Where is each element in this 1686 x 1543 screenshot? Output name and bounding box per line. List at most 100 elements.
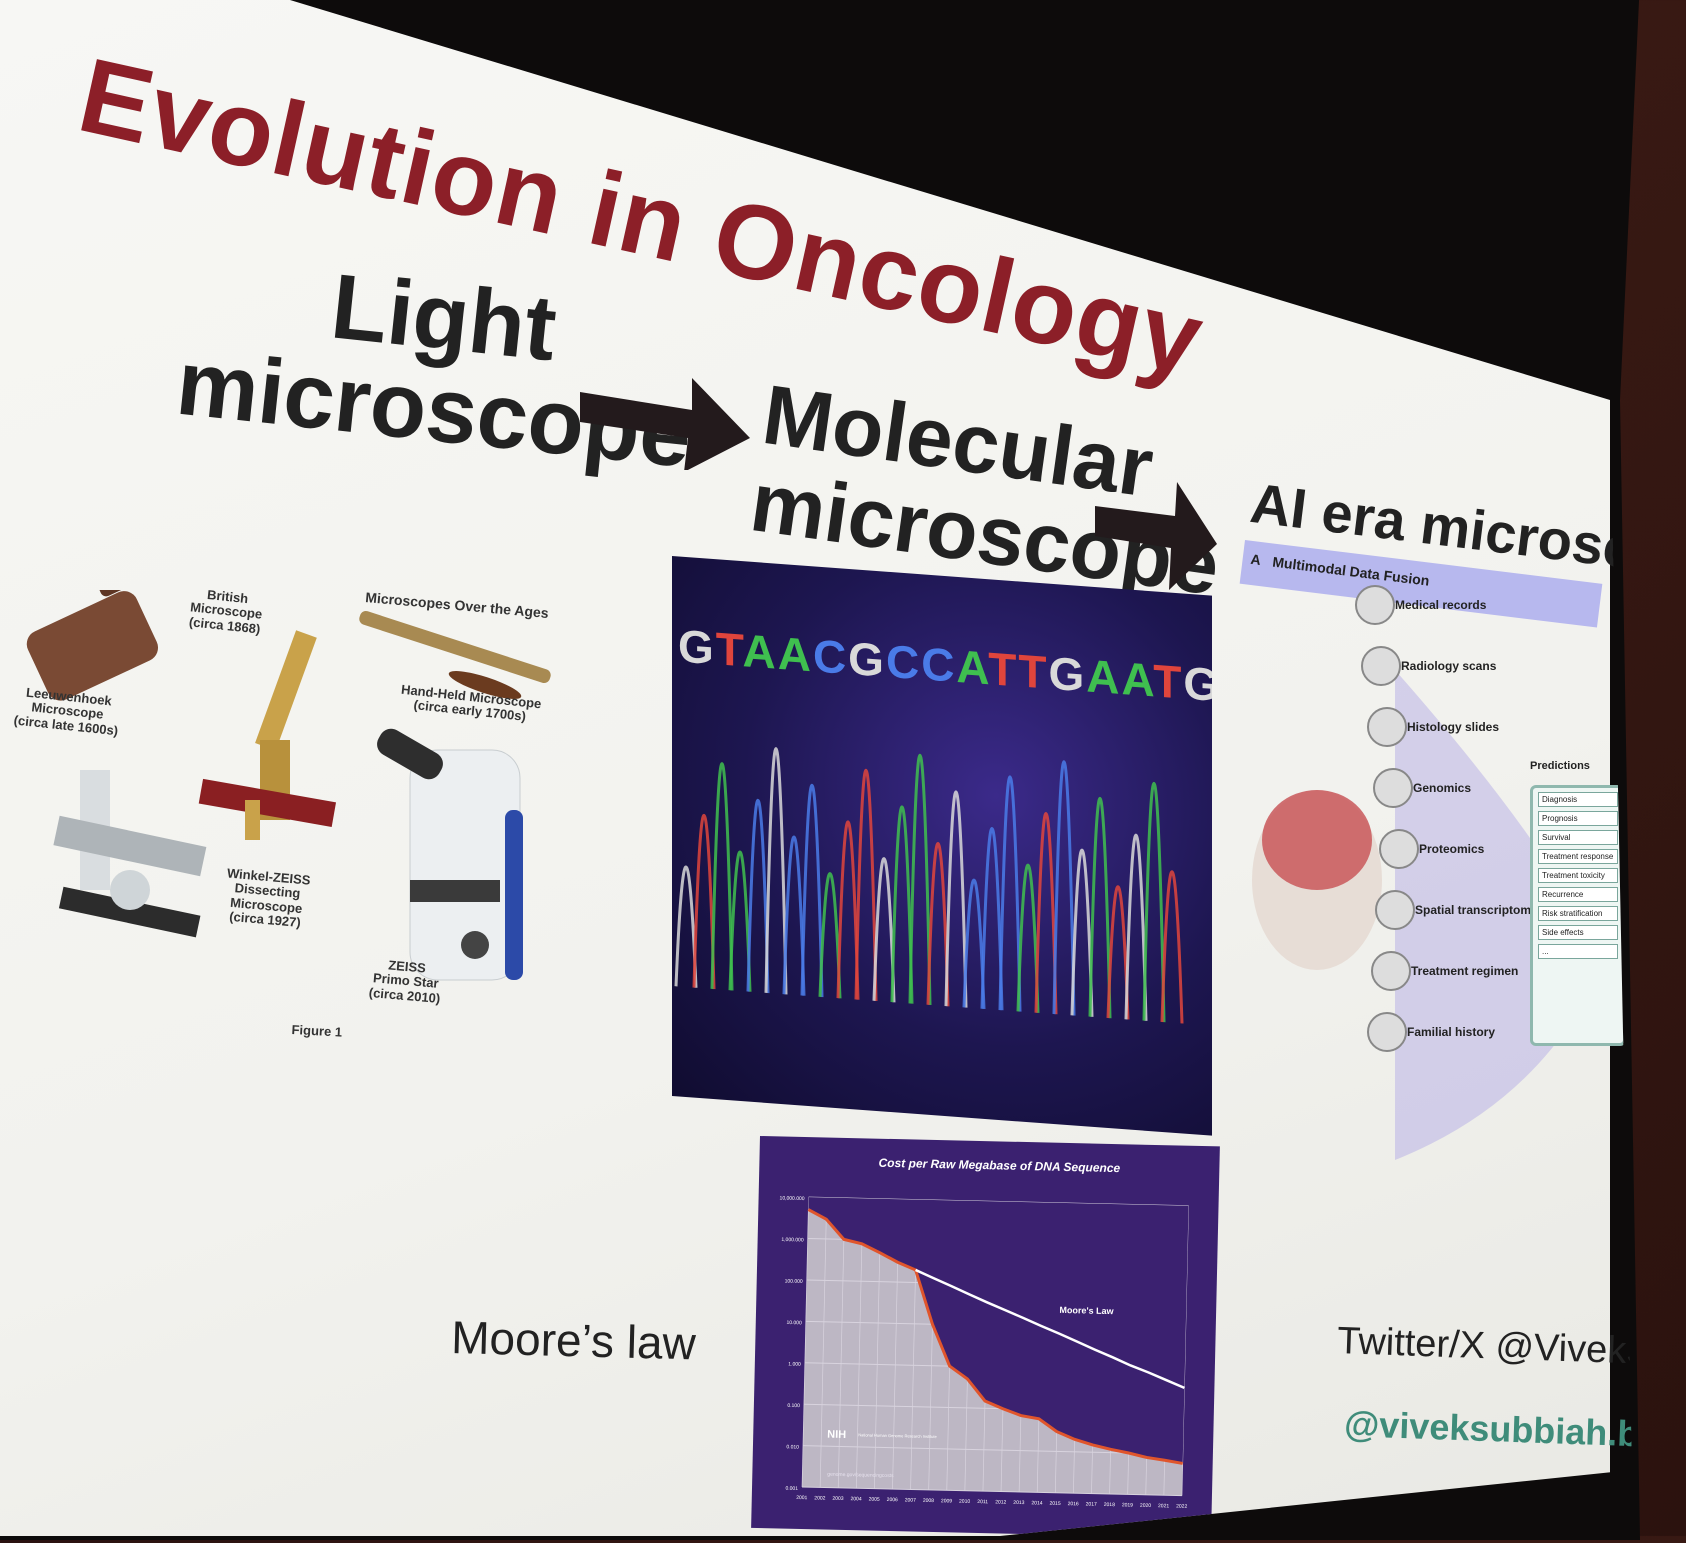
microscope-illustrations xyxy=(26,562,551,981)
chromatogram-peak xyxy=(800,783,824,998)
base-letter: T xyxy=(988,642,1019,697)
base-letter: C xyxy=(812,629,849,684)
chromatogram-peak xyxy=(782,835,806,996)
label-winkel-zeiss: Winkel-ZEISS Dissecting Microscope (circ… xyxy=(226,865,312,930)
prediction-item: Prognosis xyxy=(1538,811,1618,826)
chromatogram-peak xyxy=(1070,848,1094,1017)
chromatogram-peak xyxy=(1142,781,1166,1023)
prediction-item: Treatment response xyxy=(1538,849,1618,864)
x-tick-label: 2006 xyxy=(887,1497,898,1503)
y-tick-label: 100.000 xyxy=(785,1278,803,1284)
chromatogram-peak xyxy=(710,762,734,991)
chromatogram-peak xyxy=(1160,870,1184,1024)
cost-chart-svg: Cost per Raw Megabase of DNA Sequence 10,… xyxy=(779,1156,1189,1510)
base-letter: T xyxy=(1018,644,1049,699)
prediction-item: Risk stratification xyxy=(1538,906,1618,921)
gridline xyxy=(802,1486,1182,1497)
predictions-title: Predictions xyxy=(1530,760,1590,772)
arrow-right-icon xyxy=(580,378,750,470)
x-tick-label: 2001 xyxy=(796,1495,807,1501)
x-tick-label: 2003 xyxy=(832,1496,843,1502)
chromatogram-peak xyxy=(908,753,932,1006)
chromatogram-peak xyxy=(1106,885,1130,1020)
input-item: Spatial transcriptomics xyxy=(1415,903,1548,917)
nih-logo: NIH xyxy=(827,1429,846,1441)
input-circle-icon xyxy=(1373,768,1413,808)
chromatogram-peak xyxy=(890,805,914,1004)
x-tick-label: 2018 xyxy=(1104,1502,1115,1508)
prediction-item: Diagnosis xyxy=(1538,792,1618,807)
input-item: Medical records xyxy=(1395,598,1487,612)
gridline xyxy=(837,1197,846,1488)
x-tick-label: 2008 xyxy=(923,1498,934,1504)
nih-logo-text: National Human Genome Research Institute xyxy=(858,1432,937,1439)
x-tick-label: 2007 xyxy=(905,1497,916,1503)
gridline xyxy=(855,1198,864,1489)
chromatogram-peak xyxy=(836,820,860,1000)
moores-law-annotation: Moore's Law xyxy=(1059,1305,1114,1316)
microscopes-collage: Microscopes Over the Ages Leeuwenhoek Mi… xyxy=(13,562,590,1060)
cost-line xyxy=(807,1208,1183,1465)
y-tick-label: 0.100 xyxy=(787,1403,800,1409)
chromatogram-peak xyxy=(944,790,968,1008)
base-letter: A xyxy=(777,626,813,682)
base-letter: C xyxy=(885,634,922,690)
x-tick-label: 2020 xyxy=(1140,1503,1151,1509)
chromatogram-peak xyxy=(692,813,716,990)
chromatogram-peak xyxy=(998,775,1022,1012)
prediction-item: Treatment toxicity xyxy=(1538,868,1618,883)
gridline xyxy=(802,1445,1183,1455)
x-tick-label: 2014 xyxy=(1031,1500,1042,1506)
chromatogram-peak xyxy=(764,747,788,995)
input-item: Familial history xyxy=(1407,1025,1496,1039)
prediction-item: Survival xyxy=(1538,830,1618,845)
input-circle-icon xyxy=(1379,829,1419,869)
x-tick-label: 2019 xyxy=(1122,1502,1133,1508)
y-tick-label: 10.000 xyxy=(786,1320,802,1326)
y-tick-label: 0.010 xyxy=(786,1444,799,1450)
base-letter: A xyxy=(742,624,778,679)
base-letter: C xyxy=(921,637,957,692)
x-tick-label: 2009 xyxy=(941,1498,952,1504)
x-tick-label: 2011 xyxy=(977,1499,988,1505)
handheld-microscope-icon xyxy=(359,611,551,699)
predictions-box: Diagnosis Prognosis Survival Treatment resp… xyxy=(1530,785,1626,1046)
prediction-item: Side effects xyxy=(1538,925,1618,940)
label-zeiss-primo: ZEISS Primo Star (circa 2010) xyxy=(368,957,441,1006)
base-letter: T xyxy=(1153,654,1184,709)
moores-law-line xyxy=(915,1268,1185,1390)
chromatogram-peak xyxy=(1088,797,1112,1019)
chromatogram-peak xyxy=(1034,811,1058,1015)
base-letter: T xyxy=(715,622,743,677)
base-letter: A xyxy=(1121,652,1154,707)
x-tick-label: 2012 xyxy=(995,1499,1006,1505)
chart-title: Cost per Raw Megabase of DNA Sequence xyxy=(878,1156,1120,1175)
x-tick-label: 2022 xyxy=(1176,1504,1187,1510)
moores-law-label: Moore’s law xyxy=(450,1310,697,1370)
x-tick-label: 2015 xyxy=(1049,1501,1060,1507)
x-tick-label: 2002 xyxy=(814,1495,825,1501)
dna-cost-chart: Cost per Raw Megabase of DNA Sequence 10,… xyxy=(751,1136,1220,1536)
chromatogram-peak xyxy=(962,878,986,1009)
input-item: Treatment regimen xyxy=(1411,964,1519,978)
chromatogram-peak xyxy=(1052,760,1076,1016)
x-tick-label: 2016 xyxy=(1068,1501,1079,1507)
input-circle-icon xyxy=(1371,951,1411,991)
input-circle-icon xyxy=(1355,585,1395,625)
chromatogram-peak xyxy=(746,799,770,994)
chromatogram-peak xyxy=(854,769,878,1002)
input-circle-icon xyxy=(1361,646,1401,686)
chromatogram-peak xyxy=(1124,833,1148,1021)
y-tick-label: 1,000.000 xyxy=(781,1237,804,1244)
base-letter: G xyxy=(1183,656,1212,712)
chromatogram-peak xyxy=(674,865,698,988)
base-letter: G xyxy=(1048,646,1087,702)
x-tick-label: 2005 xyxy=(869,1497,880,1503)
x-tick-label: 2013 xyxy=(1013,1500,1024,1506)
label-british: British Microscope (circa 1868) xyxy=(188,586,263,637)
chart-source-url: genome.gov/sequencingcosts xyxy=(827,1472,894,1480)
input-item: Histology slides xyxy=(1407,720,1500,734)
winkel-zeiss-microscope-icon xyxy=(53,770,207,938)
prediction-item: ... xyxy=(1538,944,1618,959)
base-letter: A xyxy=(956,639,989,695)
